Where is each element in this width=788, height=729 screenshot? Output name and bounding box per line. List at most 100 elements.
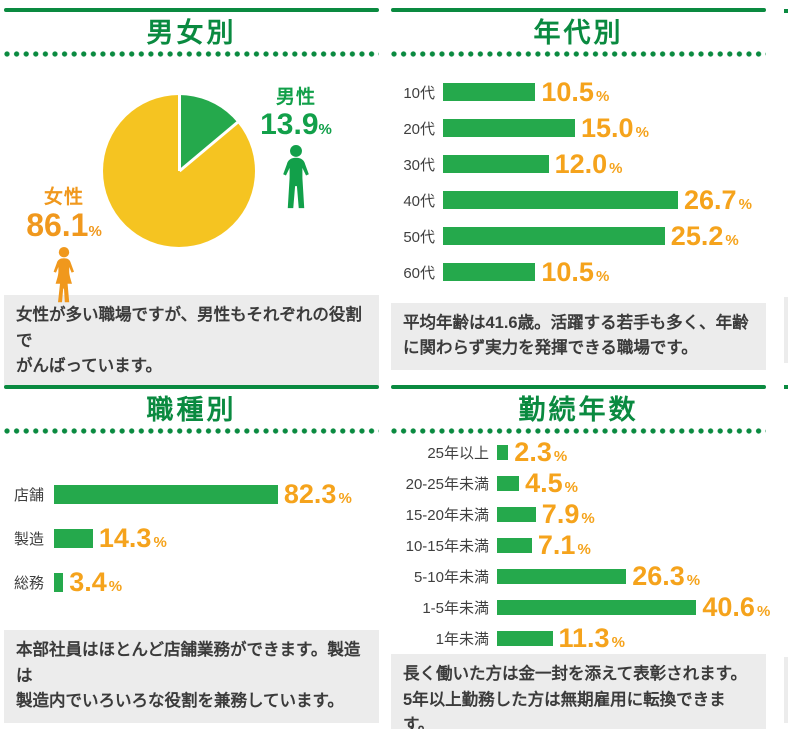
dotted-rule — [4, 428, 379, 434]
category-label: 50代 — [403, 228, 435, 246]
female-figure-icon — [12, 246, 116, 308]
dotted-rule — [4, 51, 379, 57]
category-label: 1年未満 — [435, 631, 489, 648]
category-label: 30代 — [403, 156, 435, 174]
bar — [497, 600, 697, 615]
bar — [443, 155, 549, 173]
value-label: 12.0% — [554, 148, 623, 179]
category-label: 店舗 — [13, 486, 44, 504]
bar — [54, 572, 64, 592]
category-label: 15-20年未満 — [405, 507, 489, 524]
panel-title-age: 年代別 — [533, 18, 624, 48]
value-label: 25.2% — [670, 220, 739, 251]
bar-row: 総務 3.4% — [4, 560, 379, 604]
bar-row: 40代 26.7% — [391, 182, 766, 218]
bar-row: 50代 25.2% — [391, 218, 766, 254]
bar-row: 製造 14.3% — [4, 516, 379, 560]
male-legend: 男性 13.9% — [248, 82, 344, 214]
bar-row: 30代 12.0% — [391, 146, 766, 182]
bar-row: 15-20年未満 7.9% — [391, 499, 766, 530]
bar-row: 5-10年未満 26.3% — [391, 561, 766, 592]
job-bar-chart: 店舗 82.3% 製造 14.3% 総務 3.4% — [4, 472, 379, 604]
bar — [443, 263, 536, 281]
bar-row: 店舗 82.3% — [4, 472, 379, 516]
category-label: 10-15年未満 — [405, 538, 489, 555]
bar — [497, 476, 520, 491]
bar — [497, 631, 553, 646]
value-label: 3.4% — [69, 566, 123, 597]
value-label: 10.5% — [541, 256, 610, 287]
bar-row: 1-5年未満 40.6% — [391, 592, 770, 623]
bar — [497, 507, 536, 522]
edge-rule-sliver — [784, 9, 788, 13]
edge-caption-sliver — [784, 657, 788, 723]
bar-row: 25年以上 2.3% — [391, 437, 766, 468]
female-legend: 女性 86.1% — [12, 182, 116, 308]
bar-row: 20-25年未満 4.5% — [391, 468, 766, 499]
value-label: 82.3% — [283, 478, 352, 509]
value-label: 14.3% — [98, 522, 167, 553]
category-label: 5-10年未満 — [413, 569, 489, 586]
dotted-rule — [391, 51, 766, 57]
value-label: 40.6% — [702, 592, 771, 622]
bar — [497, 445, 509, 460]
panel-top-rule — [391, 385, 766, 389]
bar — [443, 191, 678, 209]
panel-top-rule — [4, 385, 379, 389]
category-label: 25年以上 — [427, 445, 489, 462]
value-label: 4.5% — [525, 468, 578, 498]
gender-caption: 女性が多い職場ですが、男性もそれぞれの役割で がんばっています。 — [4, 295, 379, 388]
value-label: 26.7% — [684, 184, 752, 215]
panel-title-gender: 男女別 — [146, 18, 237, 48]
panel-grid: 男女別 男性 13.9% 女性 — [4, 8, 770, 729]
bar — [443, 119, 575, 137]
value-label: 11.3% — [558, 623, 625, 653]
category-label: 40代 — [403, 192, 435, 210]
bar-row: 10代 10.5% — [391, 74, 766, 110]
category-label: 10代 — [403, 84, 435, 102]
bar — [443, 227, 665, 245]
gender-pie-chart: 男性 13.9% 女性 86.1% — [4, 57, 379, 302]
value-label: 7.9% — [541, 499, 595, 529]
pie-slice-divider — [177, 95, 181, 171]
female-value: 86.1% — [26, 207, 102, 243]
category-label: 総務 — [13, 574, 44, 592]
bar — [54, 528, 93, 548]
bar-row: 20代 15.0% — [391, 110, 766, 146]
category-label: 60代 — [403, 264, 435, 282]
bar — [497, 538, 532, 553]
panel-top-rule — [391, 8, 766, 12]
panel-top-rule — [4, 8, 379, 12]
category-label: 1-5年未満 — [422, 600, 489, 617]
female-label: 女性 — [43, 187, 84, 208]
category-label: 20代 — [403, 120, 435, 138]
bar — [443, 83, 536, 101]
panel-title-tenure: 勤続年数 — [518, 395, 639, 425]
value-label: 2.3% — [514, 437, 568, 467]
bar-row: 1年未満 11.3% — [391, 623, 766, 654]
age-caption: 平均年齢は41.6歳。活躍する若手も多く、年齢 に関わらず実力を発揮できる職場で… — [391, 302, 766, 370]
bar — [497, 569, 627, 584]
dotted-rule — [391, 428, 766, 434]
category-label: 製造 — [13, 530, 44, 548]
value-label: 15.0% — [581, 112, 649, 143]
age-bar-chart: 10代 10.5% 20代 15.0% 30代 12.0% — [391, 74, 766, 290]
tenure-caption: 長く働いた方は金一封を添えて表彰されます。 5年以上勤務した方は無期雇用に転換で… — [391, 654, 766, 729]
panel-gender: 男女別 男性 13.9% 女性 — [4, 8, 379, 388]
male-value: 13.9% — [260, 108, 332, 141]
bar-row: 10-15年未満 7.1% — [391, 530, 766, 561]
edge-caption-sliver — [784, 297, 788, 363]
edge-rule-sliver — [784, 385, 788, 389]
male-label: 男性 — [275, 87, 316, 108]
panel-title-job: 職種別 — [146, 395, 237, 425]
value-label: 10.5% — [541, 76, 610, 107]
panel-tenure: 勤続年数 25年以上 2.3% 20-25年未満 4.5% — [391, 385, 770, 729]
bar — [54, 484, 278, 504]
category-label: 20-25年未満 — [405, 476, 489, 493]
value-label: 26.3% — [632, 561, 701, 591]
male-figure-icon — [248, 144, 344, 214]
value-label: 7.1% — [537, 530, 591, 560]
panel-job: 職種別 店舗 82.3% 製造 14.3% — [4, 385, 379, 723]
panel-age: 年代別 10代 10.5% 20代 15.0% — [391, 8, 766, 370]
